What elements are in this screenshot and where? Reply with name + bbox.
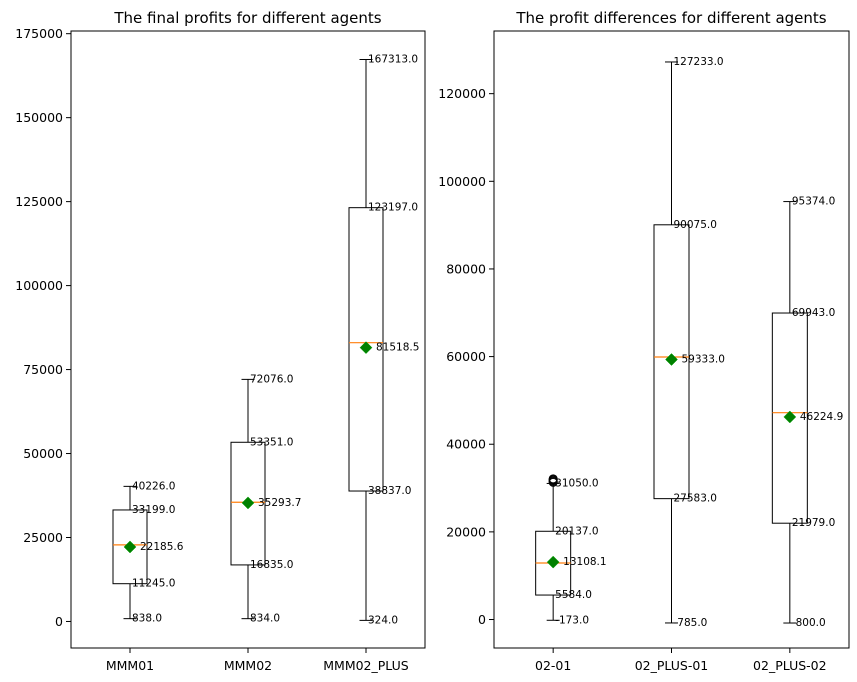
iqr-box — [771, 312, 808, 524]
min-value-label: 838.0 — [132, 613, 162, 625]
outlier-point — [548, 474, 558, 484]
box-02_PLUS-02: 95374.0 69943.0 46224.9 21979.0 -800.0 — [771, 196, 843, 629]
y-tick-label: 100000 — [15, 278, 63, 293]
min-value-label: -173.0 — [555, 614, 589, 626]
y-tick-label: 20000 — [446, 524, 486, 539]
x-tick-label: MMM01 — [106, 658, 154, 673]
mean-marker — [241, 496, 255, 510]
y-tick-label: 60000 — [446, 349, 486, 364]
iqr-box — [112, 509, 148, 585]
q3-value-label: 20137.0 — [555, 525, 598, 537]
q1-value-label: 5584.0 — [555, 589, 592, 601]
max-value-label: 95374.0 — [792, 196, 835, 208]
mean-marker — [546, 555, 560, 569]
max-value-label: 31050.0 — [555, 477, 598, 489]
chart-panel-2: The profit differences for different age… — [438, 9, 850, 673]
mean-marker — [783, 410, 797, 424]
y-tick-label: 120000 — [438, 86, 486, 101]
y-tick-label: 125000 — [15, 194, 63, 209]
mean-value-label: 81518.5 — [376, 342, 419, 354]
max-value-label: 167313.0 — [368, 54, 418, 66]
mean-marker — [359, 341, 373, 355]
mean-value-label: 35293.7 — [258, 497, 301, 509]
box-MMM02: 72076.0 53351.0 35293.7 16835.0 834.0 — [230, 373, 301, 625]
y-tick-label: 100000 — [438, 174, 486, 189]
min-value-label: -785.0 — [674, 617, 708, 629]
plot-frame — [493, 30, 850, 649]
mean-value-label: 22185.6 — [140, 541, 184, 553]
chart-title: The profit differences for different age… — [515, 9, 826, 27]
plot-frame — [70, 30, 426, 649]
y-tick-label: 80000 — [446, 261, 486, 276]
y-tick-label: 0 — [55, 614, 63, 629]
q1-value-label: 38837.0 — [368, 485, 411, 497]
q3-value-label: 69943.0 — [792, 307, 835, 319]
box-MMM02_PLUS: 167313.0 123197.0 81518.5 38837.0 324.0 — [348, 54, 419, 626]
mean-value-label: 13108.1 — [563, 556, 606, 568]
box-MMM01: 40226.0 33199.0 22185.6 11245.0 838.0 — [112, 480, 184, 625]
max-value-label: 127233.0 — [674, 56, 724, 68]
mean-value-label: 59333.0 — [682, 354, 725, 366]
iqr-box — [348, 207, 384, 492]
box-02_PLUS-01: 127233.0 90075.0 59333.0 27583.0 -785.0 — [653, 56, 725, 629]
min-value-label: -800.0 — [792, 617, 826, 629]
mean-marker — [123, 540, 137, 554]
max-value-label: 72076.0 — [250, 373, 293, 385]
iqr-box — [230, 441, 266, 566]
max-value-label: 40226.0 — [132, 480, 175, 492]
y-tick-label: 150000 — [15, 110, 63, 125]
y-tick-label: 25000 — [23, 530, 63, 545]
y-tick-label: 175000 — [15, 26, 63, 41]
y-tick-label: 50000 — [23, 446, 63, 461]
q3-value-label: 53351.0 — [250, 436, 293, 448]
q1-value-label: 21979.0 — [792, 517, 835, 529]
iqr-box — [653, 224, 690, 500]
x-tick-label: 02-01 — [535, 658, 571, 673]
x-tick-label: 02_PLUS-02 — [753, 658, 827, 673]
q1-value-label: 16835.0 — [250, 559, 293, 571]
y-tick-label: 0 — [478, 612, 486, 627]
min-value-label: 324.0 — [368, 614, 398, 626]
chart-title: The final profits for different agents — [113, 9, 381, 27]
mean-value-label: 46224.9 — [800, 411, 843, 423]
q3-value-label: 123197.0 — [368, 202, 418, 214]
chart-panel-1: The final profits for different agents 0 2… — [15, 9, 426, 673]
y-tick-label: 40000 — [446, 437, 486, 452]
q1-value-label: 11245.0 — [132, 578, 175, 590]
x-tick-label: 02_PLUS-01 — [635, 658, 709, 673]
min-value-label: 834.0 — [250, 613, 280, 625]
mean-marker — [665, 353, 678, 366]
y-tick-label: 75000 — [23, 362, 63, 377]
q3-value-label: 90075.0 — [674, 219, 717, 231]
box-02-01: 31050.0 20137.0 13108.1 5584.0 -173.0 — [535, 474, 607, 626]
x-tick-label: MMM02 — [224, 658, 272, 673]
x-tick-label: MMM02_PLUS — [323, 658, 409, 673]
q1-value-label: 27583.0 — [674, 493, 717, 505]
q3-value-label: 33199.0 — [132, 504, 175, 516]
